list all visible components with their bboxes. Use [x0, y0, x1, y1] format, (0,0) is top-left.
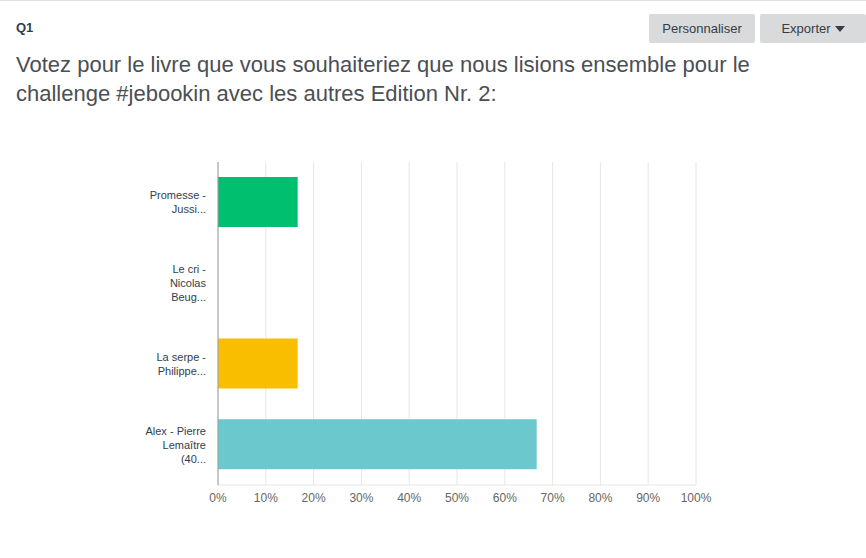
svg-text:80%: 80% [588, 491, 612, 505]
html-text:Personnaliser: Personnaliser [662, 21, 742, 36]
svg-text:50%: 50% [445, 491, 469, 505]
svg-text:40%: 40% [397, 491, 421, 505]
svg-text:Alex - PierreLemaître(40...: Alex - PierreLemaître(40... [145, 425, 206, 465]
svg-text:60%: 60% [493, 491, 517, 505]
svg-text:30%: 30% [349, 491, 373, 505]
svg-text:Le cri -NicolasBeug...: Le cri -NicolasBeug... [170, 263, 207, 303]
svg-text:0%: 0% [209, 491, 227, 505]
html-text:Votez pour le livre que vous s: Votez pour le livre que vous souhaiterie… [16, 52, 750, 106]
svg-text:Promesse -Jussi...: Promesse -Jussi... [150, 189, 207, 215]
svg-text:20%: 20% [302, 491, 326, 505]
html-text:Exporter: Exporter [781, 21, 831, 36]
html-text:Q1: Q1 [16, 20, 34, 35]
svg-text:La serpe -Philippe...: La serpe -Philippe... [156, 351, 206, 377]
svg-text:10%: 10% [254, 491, 278, 505]
svg-text:100%: 100% [681, 491, 712, 505]
svg-text:70%: 70% [541, 491, 565, 505]
svg-text:90%: 90% [636, 491, 660, 505]
